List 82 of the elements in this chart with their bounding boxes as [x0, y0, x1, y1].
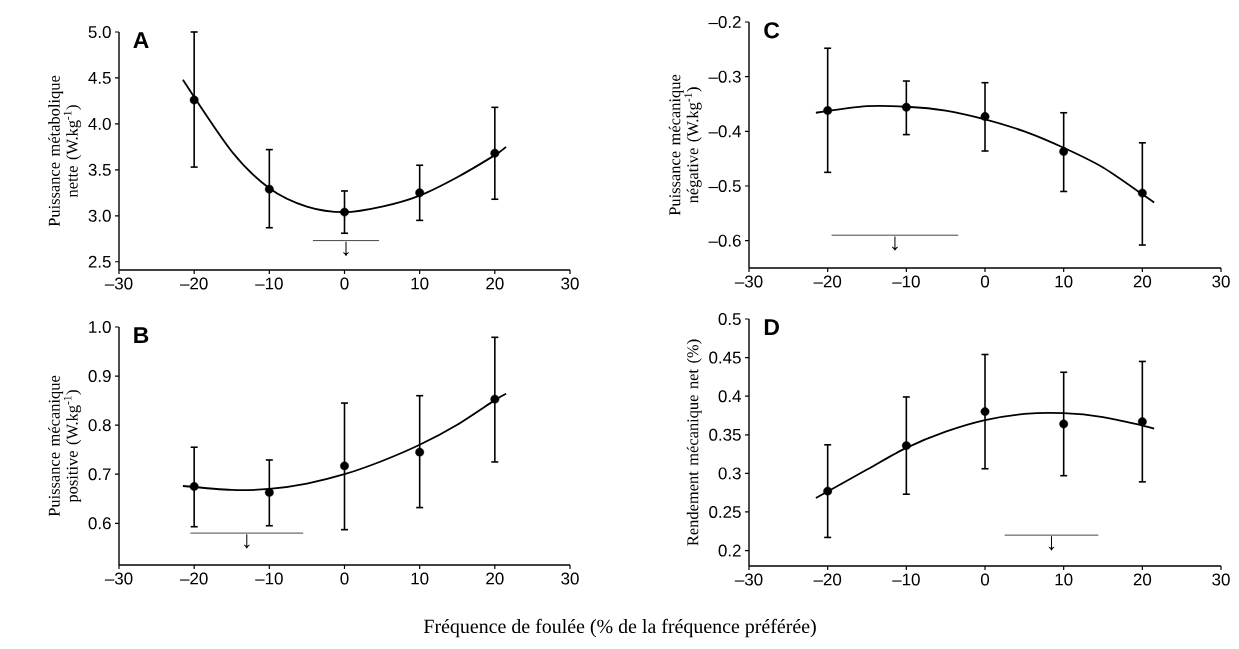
point: [980, 407, 990, 417]
x-tick-label: 10: [1055, 573, 1073, 586]
point: [189, 95, 199, 105]
y-tick-label: 0.2: [718, 544, 741, 557]
y-tick-label: 4.5: [88, 72, 111, 84]
point: [1137, 188, 1147, 198]
x-tick-label: 0: [980, 275, 990, 288]
y-tick-label: –0.2: [708, 16, 741, 28]
point: [1059, 419, 1069, 429]
y-tick-label: 1.0: [89, 321, 111, 333]
point: [980, 112, 990, 121]
x-tick-label: –30: [734, 573, 763, 586]
point: [264, 184, 274, 194]
point: [189, 482, 199, 491]
point: [490, 394, 500, 404]
chart-title: B: [134, 327, 149, 343]
x-tick-label: 0: [340, 277, 349, 290]
point: [823, 106, 833, 115]
x-tick-label: 30: [1212, 275, 1230, 288]
x-tick-label: 30: [561, 572, 579, 585]
point: [490, 148, 500, 158]
y-tick-label: 2.5: [88, 255, 111, 268]
point: [1137, 417, 1147, 427]
y-tick-label: 0.3: [718, 467, 741, 480]
y-tick-label: 0.45: [709, 351, 741, 364]
x-tick-label: –20: [813, 573, 842, 586]
annotation: ↓: [243, 534, 250, 549]
chart-title: C: [764, 22, 780, 39]
y-tick-label: 4.0: [88, 117, 111, 130]
y-tick-label: 0.5: [718, 313, 741, 325]
x-tick-label: –20: [180, 277, 208, 290]
point: [340, 461, 349, 471]
x-tick-label: 30: [561, 277, 579, 290]
y-tick-label: 0.7: [88, 468, 111, 481]
point: [415, 188, 425, 198]
point: [415, 447, 425, 457]
annotation: ↓: [892, 236, 898, 251]
x-tick-label: 20: [1133, 573, 1152, 586]
x-tick-label: –30: [104, 277, 133, 290]
point: [901, 441, 911, 450]
y-tick-label: 0.8: [88, 419, 111, 432]
x-tick-label: 10: [411, 572, 429, 585]
y-tick-label: –0.6: [708, 234, 741, 247]
point: [823, 486, 833, 496]
annotation: ↓: [343, 241, 349, 256]
y-tick-label: 0.6: [88, 517, 111, 530]
chart-title: D: [764, 319, 779, 335]
y-tick-label: –0.4: [708, 125, 741, 138]
x-tick-label: 10: [411, 277, 429, 290]
x-tick-label: –10: [255, 277, 283, 290]
x-tick-label: 20: [1133, 275, 1152, 288]
x-tick-label: 20: [486, 572, 504, 585]
y-tick-label: –0.5: [708, 180, 741, 192]
x-tick-label: –20: [180, 572, 208, 585]
x-axis-title: Fréquence de foulée (% de la fréquence préférée): [423, 618, 816, 638]
annotation: ↓: [1048, 536, 1055, 551]
y-tick-label: 3.5: [88, 163, 111, 176]
y-tick-label: 0.4: [718, 390, 741, 403]
x-tick-label: 0: [340, 572, 349, 585]
y-axis-title: Rendement mécanique net (%): [686, 339, 702, 546]
y-tick-label: 5.0: [88, 26, 111, 38]
point: [901, 102, 911, 112]
x-tick-label: –10: [892, 275, 920, 288]
line-series: [814, 104, 1156, 204]
y-tick-label: 3.0: [88, 209, 111, 222]
chart-title: A: [133, 32, 149, 48]
x-tick-label: –30: [104, 572, 133, 585]
x-tick-label: 30: [1212, 573, 1230, 586]
point: [340, 207, 349, 217]
x-tick-label: –10: [892, 573, 920, 586]
y-tick-label: 0.25: [709, 505, 741, 518]
point: [1059, 147, 1069, 156]
y-tick-label: 0.9: [88, 370, 111, 383]
x-tick-label: 0: [980, 573, 990, 586]
x-tick-label: –20: [813, 275, 842, 288]
point: [264, 487, 274, 497]
x-tick-label: –10: [255, 572, 283, 585]
y-tick-label: 0.35: [709, 428, 741, 441]
x-tick-label: 20: [486, 277, 504, 290]
x-tick-label: 10: [1055, 275, 1073, 288]
y-tick-label: –0.3: [708, 70, 741, 83]
x-tick-label: –30: [734, 275, 763, 288]
